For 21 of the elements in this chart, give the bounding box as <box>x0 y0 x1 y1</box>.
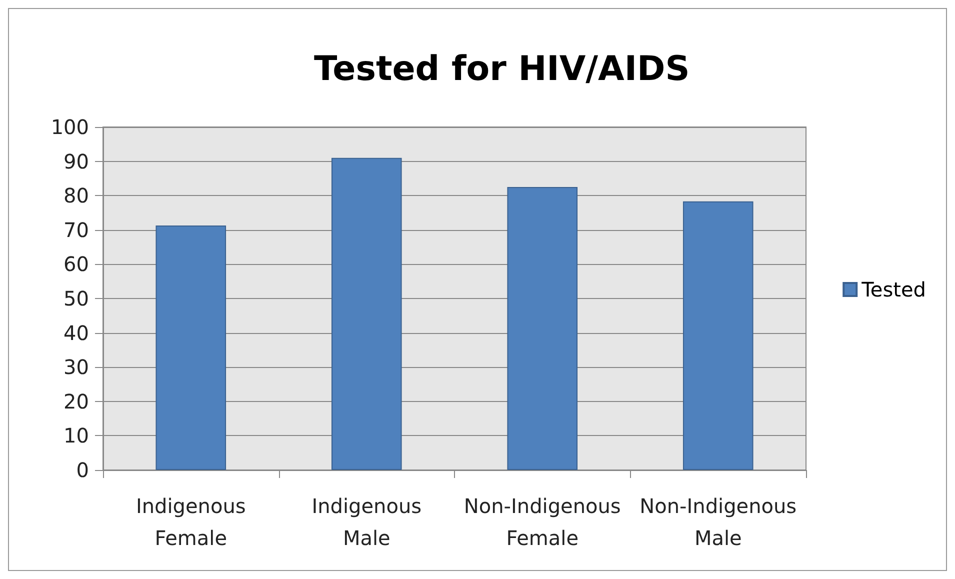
x-tick-label: Indigenous Male <box>312 494 422 550</box>
y-tick-label: 0 <box>76 458 89 482</box>
x-tick-label: Non-Indigenous Male <box>640 494 797 550</box>
legend-label: Tested <box>860 278 926 302</box>
y-tick-label: 20 <box>64 389 89 414</box>
y-tick-label: 30 <box>64 355 89 380</box>
y-tick-label: 10 <box>64 424 89 448</box>
bar <box>331 158 402 470</box>
x-tick-label: Indigenous Female <box>136 494 246 550</box>
y-tick-label: 60 <box>64 252 89 276</box>
y-tick-label: 90 <box>64 149 89 174</box>
bar <box>507 187 578 470</box>
y-tick-label: 40 <box>64 320 89 345</box>
bar <box>156 225 226 470</box>
x-tick-label: Non-Indigenous Female <box>464 494 621 550</box>
y-tick-label: 80 <box>64 184 89 208</box>
y-tick-label: 70 <box>64 218 89 242</box>
y-tick-label: 100 <box>50 115 89 139</box>
chart-title: Tested for HIV/AIDS <box>314 49 690 89</box>
y-tick-label: 50 <box>64 286 89 310</box>
bar <box>682 201 754 470</box>
